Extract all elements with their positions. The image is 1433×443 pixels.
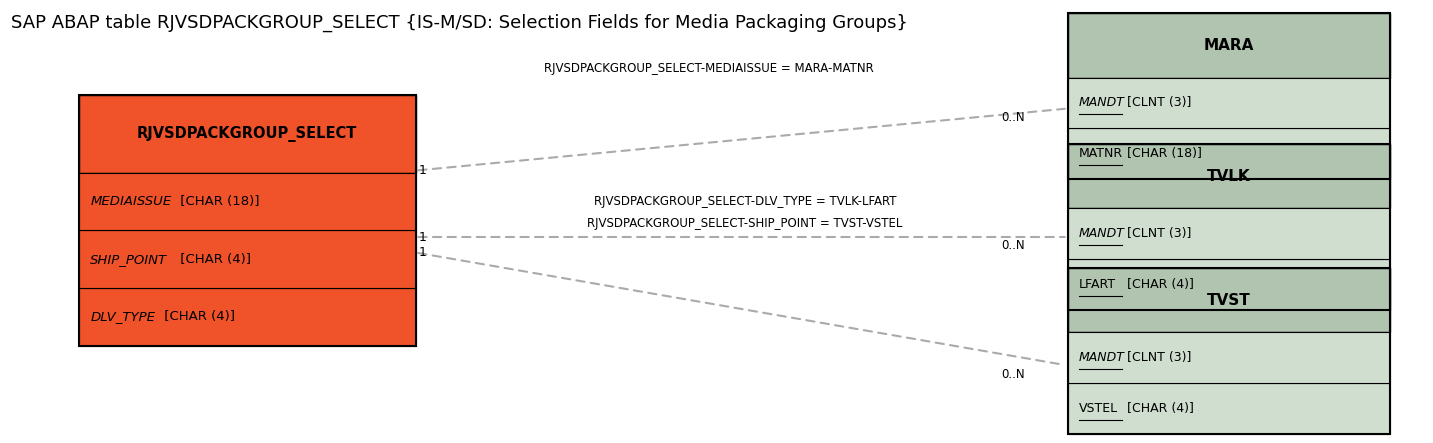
Text: RJVSDPACKGROUP_SELECT-DLV_TYPE = TVLK-LFART: RJVSDPACKGROUP_SELECT-DLV_TYPE = TVLK-LF… xyxy=(593,195,897,208)
Text: MATNR: MATNR xyxy=(1079,148,1123,160)
Text: MANDT: MANDT xyxy=(1079,227,1125,240)
Text: 0..N: 0..N xyxy=(1002,368,1025,381)
Text: [CHAR (4)]: [CHAR (4)] xyxy=(176,253,251,266)
Text: [CHAR (4)]: [CHAR (4)] xyxy=(1123,402,1194,415)
Text: [CHAR (4)]: [CHAR (4)] xyxy=(1123,278,1194,291)
Text: 1: 1 xyxy=(418,230,426,244)
FancyBboxPatch shape xyxy=(79,95,416,173)
Text: [CLNT (3)]: [CLNT (3)] xyxy=(1123,97,1192,109)
Text: MANDT: MANDT xyxy=(1079,351,1125,364)
FancyBboxPatch shape xyxy=(1068,259,1390,310)
Text: [CLNT (3)]: [CLNT (3)] xyxy=(1123,227,1192,240)
Text: 0..N: 0..N xyxy=(1002,111,1025,124)
Text: [CHAR (18)]: [CHAR (18)] xyxy=(1123,148,1202,160)
FancyBboxPatch shape xyxy=(1068,332,1390,383)
Text: RJVSDPACKGROUP_SELECT: RJVSDPACKGROUP_SELECT xyxy=(138,126,357,142)
Text: [CLNT (3)]: [CLNT (3)] xyxy=(1123,351,1192,364)
Text: 0..N: 0..N xyxy=(1002,239,1025,253)
Text: DLV_TYPE: DLV_TYPE xyxy=(90,310,155,323)
Text: VSTEL: VSTEL xyxy=(1079,402,1118,415)
FancyBboxPatch shape xyxy=(1068,268,1390,332)
Text: LFART: LFART xyxy=(1079,278,1116,291)
Text: [CHAR (4)]: [CHAR (4)] xyxy=(159,310,235,323)
FancyBboxPatch shape xyxy=(1068,383,1390,434)
FancyBboxPatch shape xyxy=(79,173,416,230)
Text: SHIP_POINT: SHIP_POINT xyxy=(90,253,168,266)
Text: RJVSDPACKGROUP_SELECT-MEDIAISSUE = MARA-MATNR: RJVSDPACKGROUP_SELECT-MEDIAISSUE = MARA-… xyxy=(545,62,874,75)
Text: MARA: MARA xyxy=(1204,38,1254,53)
Text: [CHAR (18)]: [CHAR (18)] xyxy=(176,195,259,208)
Text: MANDT: MANDT xyxy=(1079,97,1125,109)
FancyBboxPatch shape xyxy=(1068,144,1390,208)
Text: MEDIAISSUE: MEDIAISSUE xyxy=(90,195,172,208)
FancyBboxPatch shape xyxy=(1068,128,1390,179)
Text: 1: 1 xyxy=(418,164,426,177)
Text: RJVSDPACKGROUP_SELECT-SHIP_POINT = TVST-VSTEL: RJVSDPACKGROUP_SELECT-SHIP_POINT = TVST-… xyxy=(588,217,903,230)
Text: SAP ABAP table RJVSDPACKGROUP_SELECT {IS-M/SD: Selection Fields for Media Packag: SAP ABAP table RJVSDPACKGROUP_SELECT {IS… xyxy=(11,13,909,31)
Text: 1: 1 xyxy=(418,246,426,259)
FancyBboxPatch shape xyxy=(79,230,416,288)
Text: TVST: TVST xyxy=(1207,293,1251,307)
FancyBboxPatch shape xyxy=(1068,13,1390,78)
FancyBboxPatch shape xyxy=(1068,78,1390,128)
Text: TVLK: TVLK xyxy=(1207,169,1251,183)
FancyBboxPatch shape xyxy=(1068,208,1390,259)
FancyBboxPatch shape xyxy=(79,288,416,346)
